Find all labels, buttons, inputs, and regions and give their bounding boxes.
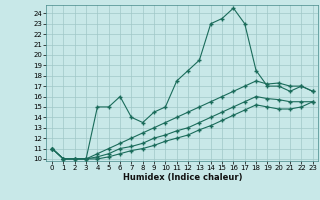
X-axis label: Humidex (Indice chaleur): Humidex (Indice chaleur) [123, 173, 242, 182]
